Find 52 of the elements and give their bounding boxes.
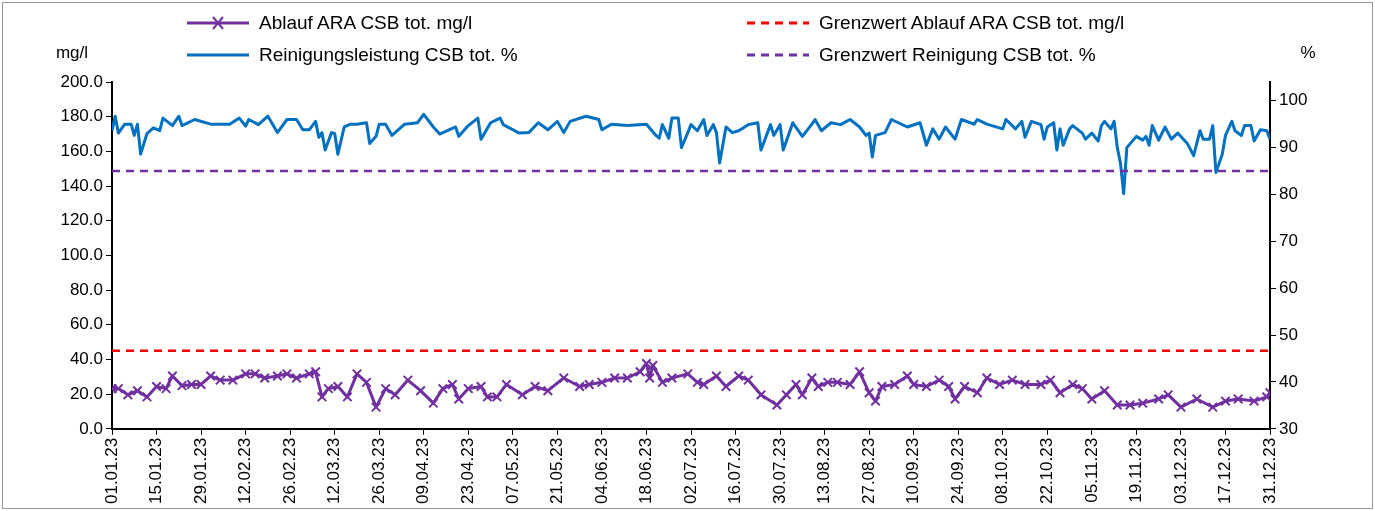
x-tick-label: 21.05.23: [547, 437, 567, 505]
x-tick-label: 31.12.23: [1259, 437, 1279, 505]
y-tick-label: 140.0: [60, 175, 103, 195]
x-tick-label: 15.01.23: [146, 437, 166, 505]
x-tick-label: 24.09.23: [947, 437, 967, 505]
y-tick-label: 180.0: [60, 106, 103, 126]
y-axis-title: mg/l: [55, 43, 89, 62]
y-tick-label: 200.0: [60, 71, 103, 91]
x-tick-label: 08.10.23: [992, 437, 1012, 505]
x-tick-label: 26.02.23: [279, 437, 299, 505]
x-tick-label: 29.01.23: [190, 437, 210, 505]
y-tick-label: 40.0: [69, 349, 103, 369]
y2-tick-label: 40: [1279, 371, 1298, 391]
x-tick-label: 17.12.23: [1215, 437, 1235, 505]
x-tick-label: 26.03.23: [368, 437, 388, 505]
y-tick-label: 80.0: [69, 279, 103, 299]
x-tick-label: 18.06.23: [636, 437, 656, 505]
x-tick-label: 10.09.23: [903, 437, 923, 505]
x-tick-label: 22.10.23: [1037, 437, 1056, 505]
x-tick-label: 23.04.23: [458, 437, 477, 505]
y2-axis-title: %: [1300, 43, 1316, 62]
x-tick-label: 01.01.23: [101, 437, 121, 505]
x-tick-label: 04.06.23: [591, 437, 611, 505]
x-tick-label: 27.08.23: [858, 437, 878, 505]
legend-label: Ablauf ARA CSB tot. mg/l: [259, 12, 473, 34]
x-tick-label: 02.07.23: [680, 437, 700, 505]
x-tick-label: 07.05.23: [502, 437, 522, 505]
y-tick-label: 20.0: [69, 383, 103, 403]
y-tick-label: 160.0: [60, 141, 103, 161]
y-tick-label: 60.0: [69, 314, 103, 334]
legend-label: Reinigungsleistung CSB tot. %: [259, 44, 518, 66]
y2-tick-label: 70: [1279, 231, 1298, 251]
x-tick-label: 09.04.23: [413, 437, 433, 505]
y2-tick-label: 30: [1279, 418, 1298, 438]
y-tick-label: 100.0: [60, 245, 103, 265]
x-tick-label: 30.07.23: [769, 437, 789, 505]
y2-tick-label: 60: [1279, 277, 1298, 297]
legend-label: Grenzwert Reinigung CSB tot. %: [819, 44, 1096, 66]
y-tick-label: 0.0: [79, 418, 103, 438]
x-tick-label: 12.03.23: [324, 437, 344, 505]
y2-tick-label: 90: [1279, 137, 1298, 157]
y2-tick-label: 50: [1279, 324, 1298, 344]
y-tick-label: 120.0: [60, 210, 103, 230]
x-tick-label: 19.11.23: [1126, 437, 1146, 503]
x-tick-label: 16.07.23: [725, 437, 745, 505]
x-tick-label: 13.08.23: [814, 437, 834, 505]
legend-label: Grenzwert Ablauf ARA CSB tot. mg/l: [819, 12, 1125, 34]
x-tick-label: 05.11.23: [1081, 437, 1101, 503]
x-tick-label: 03.12.23: [1170, 437, 1190, 505]
x-tick-label: 12.02.23: [235, 437, 255, 505]
y2-tick-label: 80: [1279, 184, 1298, 204]
y2-tick-label: 100: [1279, 90, 1308, 110]
